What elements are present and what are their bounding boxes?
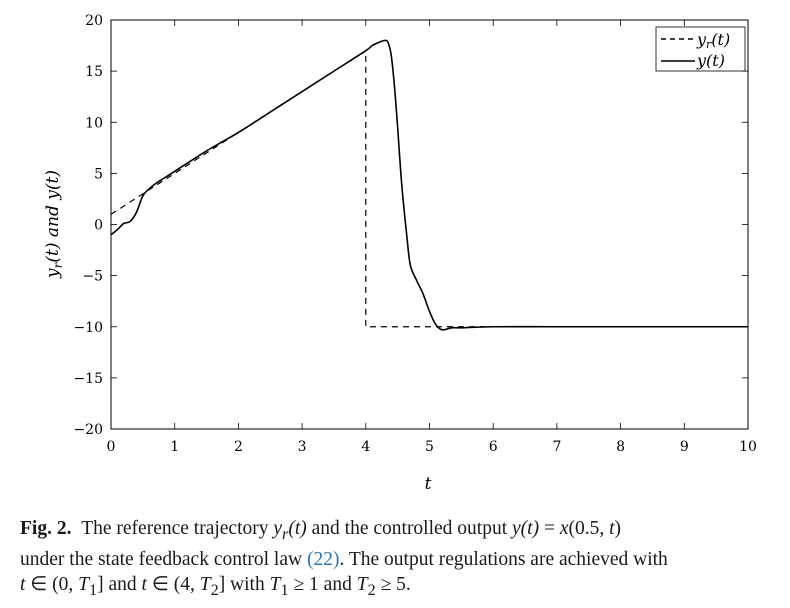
series-layer [110,39,748,331]
legend-label-y: y(t) [696,51,725,70]
caption-text-line2a: under the state feedback control law [20,548,307,570]
x-tick-label: 7 [552,439,561,455]
y-tick-label: −5 [82,269,103,285]
legend-label-yr: yr(t) [696,30,730,51]
x-tick-label: 6 [489,439,498,455]
legend-box [655,26,746,72]
x-axis-ticks: 0 1 2 3 4 5 6 7 8 9 10 [107,20,757,455]
x-tick-label: 5 [425,439,434,455]
y-axis-title: yr(t) and y(t) [43,170,65,279]
legend: yr(t) y(t) [655,26,746,72]
x-tick-label: 3 [298,439,307,455]
y-tick-label: 5 [94,166,103,182]
series-line-yr [110,49,748,328]
x-tick-label: 10 [739,439,757,455]
series-line-y [110,39,748,331]
y-axis-ticks: 20 15 10 5 0 −5 −10 −15 −20 [73,13,748,438]
y-tick-label: −15 [73,371,103,387]
caption-label: Fig. 2. [20,518,72,539]
caption-text-line1: The reference trajectory yr(t) and the c… [76,518,622,543]
caption-text-line3: t ∈ (0, T1] and t ∈ (4, T2] with T1 ≥ 1 … [20,573,411,599]
x-axis-title: t [425,474,432,494]
x-tick-label: 2 [234,439,243,455]
y-tick-label: 0 [94,218,103,234]
y-tick-label: 15 [85,64,103,80]
caption-text-line2b: . The output regulations are achieved wi… [339,548,668,570]
y-tick-label: −10 [73,320,103,336]
x-tick-label: 4 [361,439,370,455]
plot-area [110,19,749,430]
chart-figure: 0 1 2 3 4 5 6 7 8 9 10 20 15 10 5 0 −5 −10 −15 −20 t yr(t)… [43,13,757,494]
y-tick-label: 20 [85,13,103,29]
x-tick-label: 9 [680,439,689,455]
x-tick-label: 1 [170,439,179,455]
y-tick-label: −20 [73,422,103,438]
caption-equation-link[interactable]: (22) [306,548,340,570]
x-tick-label: 0 [107,439,116,455]
figure-caption: Fig. 2. The reference trajectory yr(t) a… [20,516,782,603]
y-tick-label: 10 [85,115,103,131]
x-tick-label: 8 [616,439,625,455]
